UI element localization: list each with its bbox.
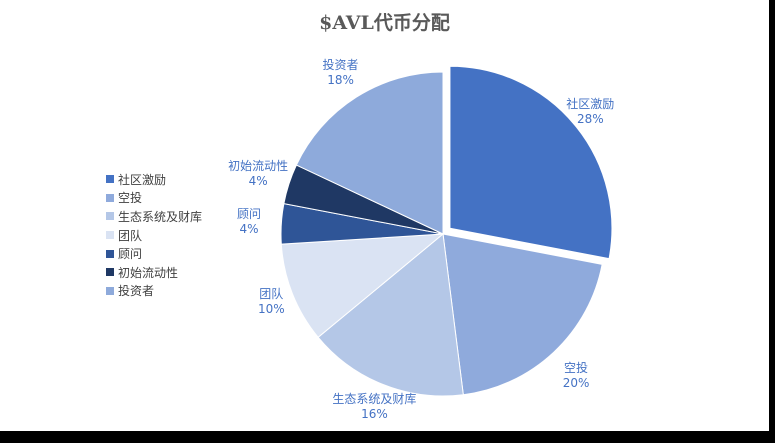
data-label-value: 16% bbox=[361, 407, 388, 422]
legend-label: 顾问 bbox=[118, 247, 143, 262]
data-label-value: 10% bbox=[257, 301, 285, 316]
legend-swatch bbox=[106, 286, 114, 295]
data-label-value: 18% bbox=[327, 72, 354, 87]
data-label: 社区激励 28% bbox=[566, 97, 614, 127]
legend-swatch bbox=[106, 175, 114, 184]
data-label-name: 投资者 bbox=[322, 57, 359, 72]
data-label: 生态系统及财库 16% bbox=[332, 392, 416, 422]
legend-label: 生态系统及财库 bbox=[118, 209, 203, 224]
chart-area: $AVL代币分配 社区激励 空投 生态系统及财库 团队 顾问 初始流动性 投资者 社区激励 2… bbox=[0, 0, 769, 431]
legend-item: 生态系统及财库 bbox=[106, 207, 202, 226]
pie-slice-1 bbox=[449, 65, 613, 260]
legend-item: 社区激励 bbox=[106, 170, 202, 189]
legend-swatch bbox=[106, 249, 114, 258]
data-label-name: 顾问 bbox=[236, 206, 261, 221]
legend-label: 团队 bbox=[118, 228, 143, 243]
data-label-value: 20% bbox=[562, 375, 590, 390]
legend-item: 初始流动性 bbox=[106, 263, 202, 282]
data-label-name: 初始流动性 bbox=[228, 158, 289, 173]
data-label-name: 空投 bbox=[564, 360, 589, 375]
legend-item: 团队 bbox=[106, 226, 202, 245]
data-label-name: 社区激励 bbox=[566, 97, 615, 112]
legend-item: 空投 bbox=[106, 189, 202, 208]
pie-slice-3 bbox=[317, 233, 464, 397]
chart-title: $AVL代币分配 bbox=[319, 12, 450, 34]
data-label: 空投 20% bbox=[563, 361, 590, 391]
pie-chart bbox=[280, 65, 613, 397]
pie-slice-7 bbox=[295, 71, 444, 235]
data-label: 顾问 4% bbox=[237, 207, 261, 237]
legend-label: 空投 bbox=[118, 191, 143, 206]
data-label: 投资者 18% bbox=[323, 58, 359, 88]
data-label-name: 团队 bbox=[259, 286, 284, 301]
data-label-value: 4% bbox=[248, 173, 268, 188]
data-label-value: 4% bbox=[239, 221, 259, 236]
legend-swatch bbox=[106, 268, 114, 277]
data-label: 初始流动性 4% bbox=[228, 159, 288, 189]
legend-label: 投资者 bbox=[118, 284, 155, 299]
legend-item: 投资者 bbox=[106, 282, 202, 301]
pie-slice-4 bbox=[280, 233, 445, 338]
data-label-value: 28% bbox=[576, 112, 604, 127]
legend-swatch bbox=[106, 231, 114, 240]
pie-slice-2 bbox=[442, 233, 603, 396]
legend-swatch bbox=[106, 193, 114, 202]
legend-label: 初始流动性 bbox=[118, 265, 179, 280]
legend-item: 顾问 bbox=[106, 244, 202, 263]
data-label-name: 生态系统及财库 bbox=[332, 392, 417, 407]
legend: 社区激励空投生态系统及财库 团队顾问初始流动性投资者 bbox=[106, 170, 202, 300]
data-label: 团队 10% bbox=[258, 287, 285, 317]
legend-label: 社区激励 bbox=[118, 172, 167, 187]
legend-swatch bbox=[106, 212, 114, 221]
